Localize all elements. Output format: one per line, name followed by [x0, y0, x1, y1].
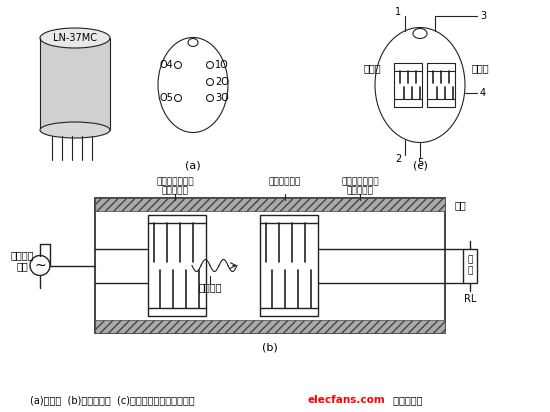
Circle shape [30, 255, 50, 276]
Text: 压电晶体基片: 压电晶体基片 [269, 178, 301, 187]
Ellipse shape [40, 122, 110, 138]
Text: 输出: 输出 [454, 200, 466, 210]
Text: 3O: 3O [215, 93, 229, 103]
Ellipse shape [188, 38, 198, 47]
Text: 中频信号
输入: 中频信号 输入 [10, 250, 34, 271]
Text: 输出端: 输出端 [471, 63, 489, 73]
Ellipse shape [375, 28, 465, 143]
Circle shape [206, 79, 213, 86]
Text: O5: O5 [159, 93, 173, 103]
Bar [95, 198, 445, 211]
Text: elecfans.com: elecfans.com [308, 395, 386, 405]
Text: 4: 4 [480, 88, 486, 98]
Circle shape [174, 61, 182, 68]
Bar [95, 320, 445, 333]
Text: 1O: 1O [215, 60, 229, 70]
Text: (b): (b) [262, 342, 278, 352]
Text: 电子发烧友: 电子发烧友 [390, 395, 422, 405]
Text: 叉指换能器: 叉指换能器 [162, 187, 189, 196]
Circle shape [206, 94, 213, 101]
Text: 叉指换能器: 叉指换能器 [346, 187, 373, 196]
Ellipse shape [40, 28, 110, 48]
Bar [427, 63, 455, 107]
Text: 2: 2 [395, 154, 401, 164]
Text: (c): (c) [412, 160, 427, 170]
Bar [463, 248, 477, 283]
Text: (a): (a) [185, 160, 201, 170]
Text: LN-37MC: LN-37MC [53, 33, 97, 43]
Text: ~: ~ [34, 258, 46, 272]
Text: 负
载: 负 载 [468, 256, 472, 275]
Text: （输出换能器）: （输出换能器） [341, 178, 379, 187]
Bar [148, 215, 206, 316]
Text: 3: 3 [480, 10, 486, 21]
Text: 1: 1 [395, 7, 401, 16]
Text: RL: RL [464, 293, 476, 304]
Text: 声表面波: 声表面波 [198, 283, 222, 293]
Bar [260, 215, 318, 316]
Text: O4: O4 [159, 60, 173, 70]
Text: 输入端: 输入端 [363, 63, 381, 73]
Ellipse shape [158, 37, 228, 133]
Ellipse shape [413, 28, 427, 38]
Polygon shape [40, 38, 110, 130]
Text: 5: 5 [417, 157, 423, 168]
Circle shape [206, 61, 213, 68]
Bar [394, 63, 422, 107]
Text: （输出换能器）: （输出换能器） [156, 178, 194, 187]
Text: 2O: 2O [215, 77, 229, 87]
Circle shape [174, 94, 182, 101]
Bar [95, 198, 445, 333]
Text: (a)外形；  (b)内部结构；  (c)电气图形符号及文字符号: (a)外形； (b)内部结构； (c)电气图形符号及文字符号 [30, 395, 195, 405]
